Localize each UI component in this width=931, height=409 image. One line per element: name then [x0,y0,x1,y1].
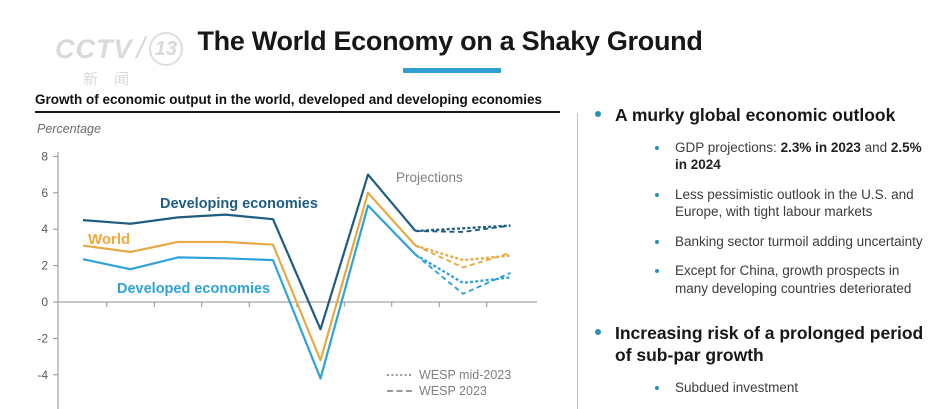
bullet-icon [595,328,601,335]
right-panel: A murky global economic outlook GDP proje… [595,104,927,397]
label-world: World [88,231,130,248]
section-heading-text: Increasing risk of a prolonged period of… [615,322,924,366]
y-tick-label: 6 [41,186,48,200]
series-developing-solid [82,173,417,331]
bullet-item-text: Banking sector turmoil adding uncertaint… [675,233,923,249]
bullet-item-text: Except for China, growth prospects in ma… [675,263,912,297]
y-tick-label: 0 [41,295,48,309]
y-axis-unit-label: Percentage [37,122,101,136]
series-world-solid [82,191,417,362]
y-tick-label: 8 [41,149,48,163]
bullet-item: Subdued investment [655,379,927,397]
bullet-item: Less pessimistic outlook in the U.S. and… [655,186,927,221]
cctv-logo-slash: / [136,32,145,65]
legend-label: WESP mid-2023 [419,368,511,382]
section-heading-text: A murky global economic outlook [615,105,896,125]
bullet-item-text: Less pessimistic outlook in the U.S. and… [675,186,914,220]
cctv-logo: CCTV / 13 新闻 [55,32,183,87]
bullet-item: Except for China, growth prospects in ma… [655,262,927,297]
growth-chart-svg: 8 6 4 2 0 -2 -4 Developing economies World Develo… [37,149,537,409]
bullet-item: Banking sector turmoil adding uncertaint… [655,233,927,251]
page-title: The World Economy on a Shaky Ground [197,26,703,56]
bullet-icon [595,111,601,117]
series-world-wesp2023-dashed [415,244,511,269]
vertical-divider [577,113,578,409]
y-tick-label: -2 [37,331,48,345]
section-heading: A murky global economic outlook [595,104,927,127]
chart-title: Growth of economic output in the world, … [35,92,543,107]
series-developed-solid [82,204,417,380]
chart-title-rule [35,111,560,113]
y-tick-label: 4 [41,222,48,236]
y-tick-label: -4 [37,368,48,382]
sub-bullet-icon [655,192,659,197]
sub-bullet-icon [655,269,659,274]
series-developed-mid2023-dotted [414,253,511,285]
label-developed-economies: Developed economies [117,281,270,297]
label-developing-economies: Developing economies [160,196,318,212]
y-tick-label: 2 [41,259,48,273]
bullet-item-text: GDP projections: 2.3% in 2023 and 2.5% i… [675,139,922,173]
cctv-logo-subtitle: 新闻 [83,71,146,88]
sub-bullet-icon [655,145,659,150]
series-developing-wesp2023-dashed [415,224,511,233]
legend-label: WESP 2023 [419,384,487,398]
series-developed-wesp2023-dashed [414,253,511,295]
cctv-channel-number: 13 [148,32,183,66]
bullet-item: GDP projections: 2.3% in 2023 and 2.5% i… [655,139,927,174]
cctv-logo-text: CCTV [55,33,133,64]
sub-bullet-icon [655,239,659,244]
series-developing-mid2023-dotted [415,224,511,233]
bullet-item-text: Subdued investment [675,380,799,396]
sub-bullet-icon [655,386,659,391]
title-underline [403,68,501,73]
cctv-logo-row: CCTV / 13 [55,32,183,66]
series-world-mid2023-dotted [415,244,511,262]
section-heading: Increasing risk of a prolonged period of… [595,322,927,368]
projections-label: Projections [396,170,463,185]
